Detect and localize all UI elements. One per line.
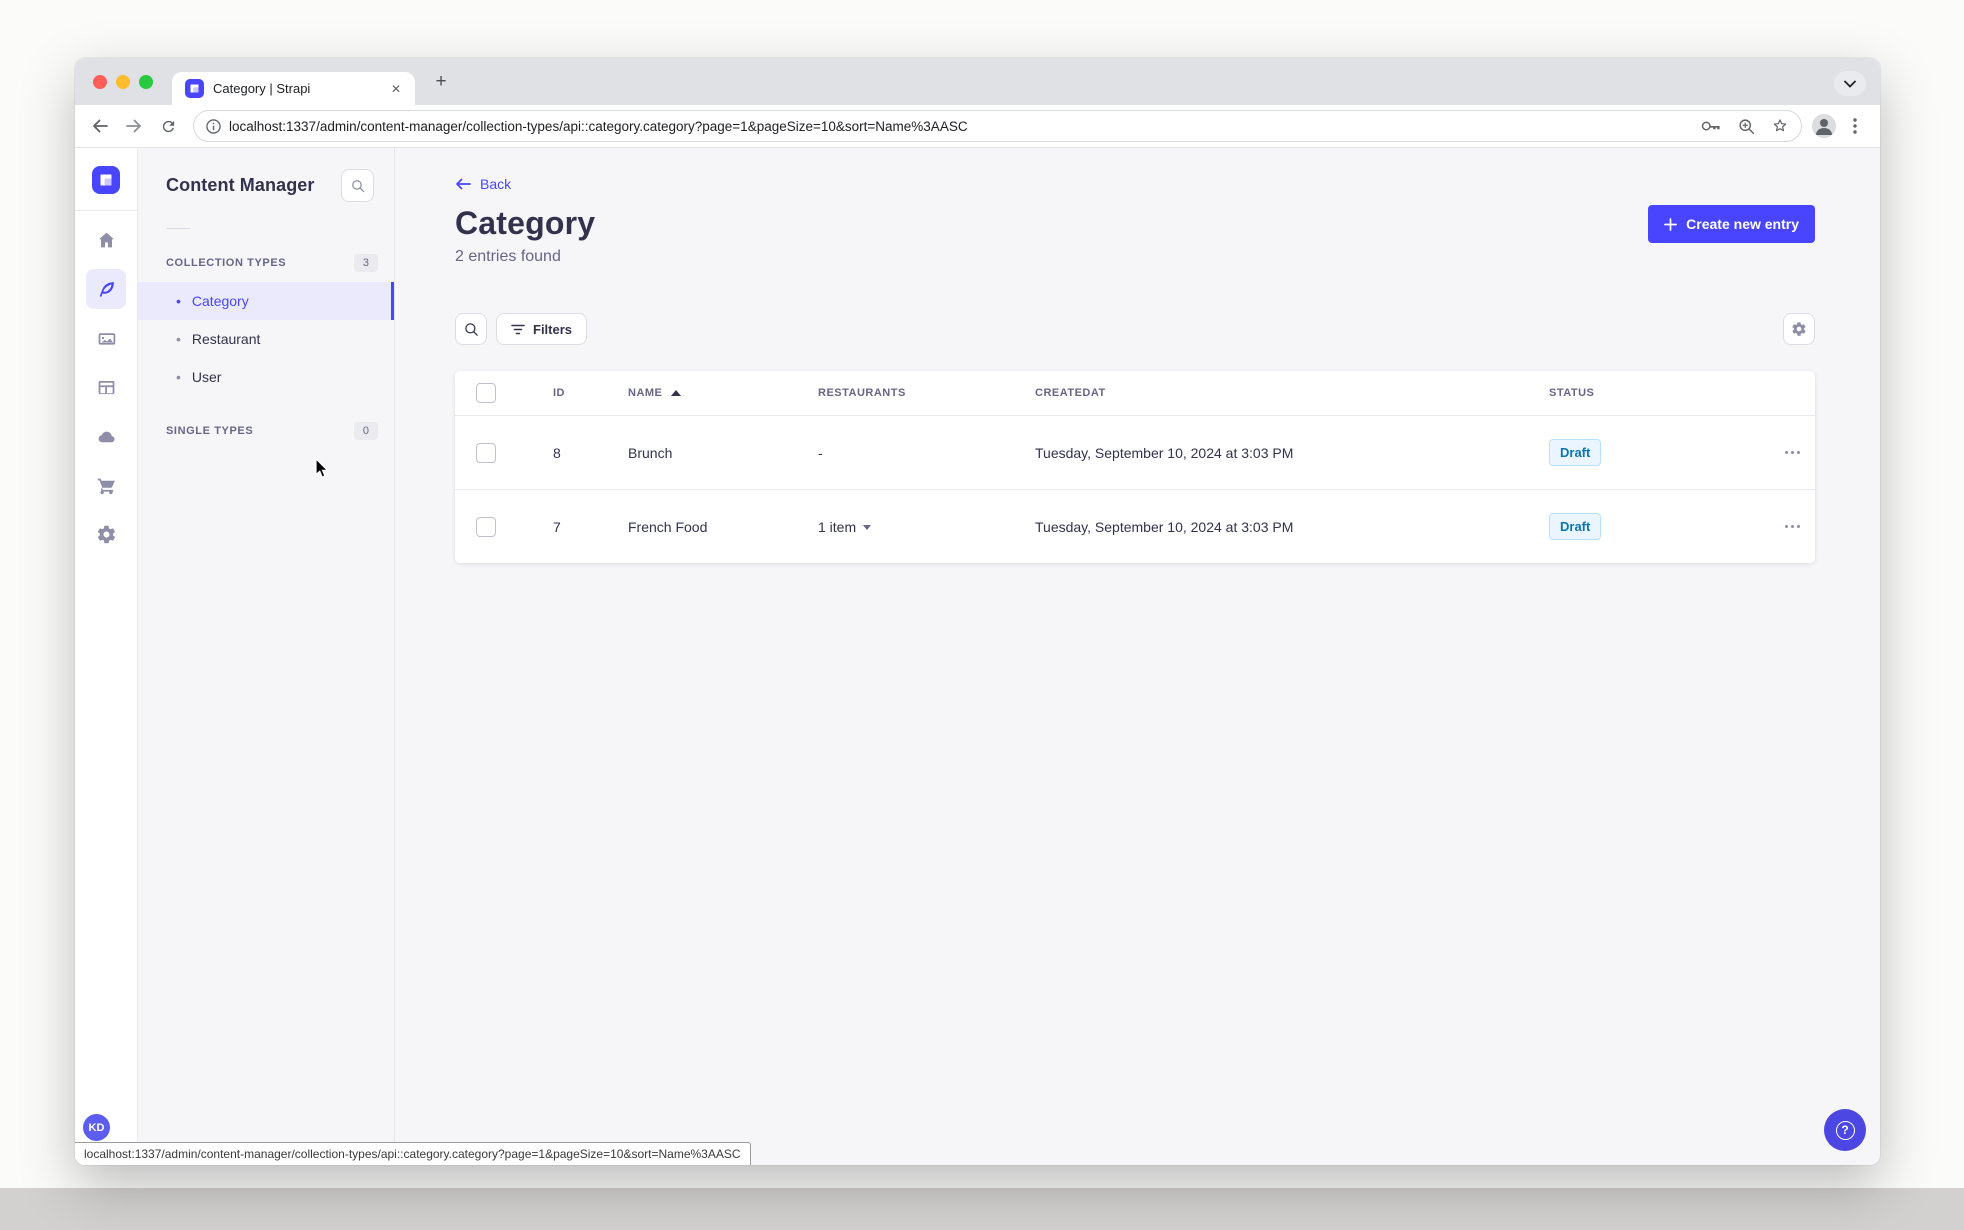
zoom-page-icon[interactable] — [1738, 118, 1755, 135]
cell-id: 7 — [553, 518, 561, 535]
cell-name: French Food — [628, 518, 708, 535]
browser-profile-avatar[interactable] — [1812, 114, 1836, 138]
status-badge: Draft — [1549, 439, 1602, 466]
rail-divider — [75, 210, 137, 211]
table-settings-button[interactable] — [1783, 313, 1815, 345]
collection-types-count-badge: 3 — [353, 254, 378, 272]
bookmark-star-icon[interactable] — [1771, 117, 1789, 135]
row-actions-menu-icon[interactable] — [1785, 451, 1815, 454]
browser-menu-icon[interactable] — [1840, 111, 1870, 141]
home-icon[interactable] — [86, 220, 126, 260]
content-manager-sidebar: Content Manager COLLECTION TYPES 3 • Cat… — [138, 148, 395, 1165]
page-info-icon[interactable] — [206, 118, 221, 134]
browser-window: Category | Strapi ✕ + localhost:1337/adm… — [75, 58, 1880, 1165]
search-icon — [351, 179, 364, 192]
gear-icon — [1792, 322, 1806, 336]
cloud-icon[interactable] — [86, 416, 126, 456]
plus-icon — [1664, 217, 1678, 231]
cart-icon[interactable] — [86, 465, 126, 505]
row-checkbox[interactable] — [476, 442, 496, 463]
nav-rail — [75, 148, 138, 1165]
bullet-icon: • — [176, 331, 181, 347]
reload-icon[interactable] — [153, 111, 183, 141]
table-row[interactable]: 8 Brunch - Tuesday, September 10, 2024 a… — [455, 415, 1815, 489]
cell-createdat: Tuesday, September 10, 2024 at 3:03 PM — [1035, 444, 1294, 461]
filters-button[interactable]: Filters — [496, 313, 588, 345]
help-button[interactable]: ? — [1824, 1109, 1866, 1151]
browser-toolbar: localhost:1337/admin/content-manager/col… — [75, 105, 1880, 148]
zoom-window-button[interactable] — [139, 75, 153, 89]
status-bar-link-preview: localhost:1337/admin/content-manager/col… — [75, 1142, 751, 1165]
minimize-window-button[interactable] — [116, 75, 130, 89]
expand-relation-caret-icon — [863, 525, 872, 530]
sidebar-item-restaurant[interactable]: • Restaurant — [176, 331, 261, 347]
column-header-status[interactable]: STATUS — [1549, 387, 1595, 399]
content-manager-feather-icon[interactable] — [86, 269, 126, 309]
cell-restaurants[interactable]: 1 item — [818, 519, 1035, 535]
cell-id: 8 — [553, 444, 561, 461]
single-types-count-badge: 0 — [353, 422, 378, 440]
strapi-logo[interactable] — [92, 166, 120, 194]
new-tab-button[interactable]: + — [435, 71, 447, 92]
media-library-icon[interactable] — [86, 318, 126, 358]
browser-tabstrip: Category | Strapi ✕ + — [75, 58, 1880, 105]
back-link[interactable]: Back — [455, 176, 1815, 192]
collection-types-label: COLLECTION TYPES — [166, 257, 287, 269]
status-badge: Draft — [1549, 513, 1602, 540]
bullet-icon: • — [176, 293, 181, 309]
cell-restaurants: - — [818, 444, 823, 461]
user-avatar[interactable]: KD — [83, 1114, 110, 1141]
row-actions-menu-icon[interactable] — [1785, 525, 1815, 528]
create-new-entry-button[interactable]: Create new entry — [1648, 205, 1815, 243]
filter-icon — [511, 324, 525, 334]
back-navigation-icon[interactable] — [85, 111, 115, 141]
cell-name: Brunch — [628, 444, 673, 461]
forward-navigation-icon[interactable] — [119, 111, 149, 141]
back-arrow-icon — [456, 178, 471, 190]
collection-types-section-header: COLLECTION TYPES 3 — [138, 254, 394, 272]
passwords-key-icon[interactable] — [1701, 120, 1722, 132]
table-header-row: ID NAME RESTAURANTS CREATEDAT STATUS — [455, 371, 1815, 415]
desktop-background-strip — [0, 1188, 1964, 1230]
tab-search-chevron-icon[interactable] — [1834, 71, 1866, 96]
table-row[interactable]: 7 French Food 1 item Tuesday, September … — [455, 489, 1815, 563]
browser-tab-active[interactable]: Category | Strapi ✕ — [172, 72, 415, 105]
main-content: Back Category 2 entries found Create new… — [395, 148, 1880, 1165]
tab-title: Category | Strapi — [213, 81, 311, 96]
settings-gear-icon[interactable] — [86, 514, 126, 554]
sort-ascending-icon — [671, 390, 682, 396]
single-types-label: SINGLE TYPES — [166, 425, 254, 437]
bullet-icon: • — [176, 369, 181, 385]
tab-close-icon[interactable]: ✕ — [390, 81, 402, 96]
single-types-section-header: SINGLE TYPES 0 — [138, 422, 394, 440]
column-header-restaurants[interactable]: RESTAURANTS — [818, 387, 906, 399]
page-title: Category — [455, 205, 596, 241]
strapi-admin-app: Content Manager COLLECTION TYPES 3 • Cat… — [75, 148, 1880, 1165]
column-header-id[interactable]: ID — [553, 387, 565, 399]
url-text[interactable]: localhost:1337/admin/content-manager/col… — [229, 118, 968, 134]
sidebar-item-category[interactable]: • Category — [138, 282, 394, 320]
strapi-favicon-icon — [185, 79, 204, 98]
column-header-name[interactable]: NAME — [628, 387, 818, 399]
entries-table: ID NAME RESTAURANTS CREATEDAT STATUS 8 B… — [455, 371, 1815, 563]
sidebar-title: Content Manager — [166, 175, 315, 195]
macos-traffic-lights — [93, 75, 153, 89]
layout-icon[interactable] — [86, 367, 126, 407]
sidebar-item-user[interactable]: • User — [176, 369, 222, 385]
address-bar[interactable]: localhost:1337/admin/content-manager/col… — [193, 110, 1802, 142]
sidebar-search-button[interactable] — [341, 169, 374, 202]
close-window-button[interactable] — [93, 75, 107, 89]
entries-count: 2 entries found — [455, 248, 561, 265]
question-mark-icon: ? — [1835, 1120, 1855, 1140]
table-search-button[interactable] — [455, 313, 487, 345]
search-icon — [464, 322, 478, 336]
sidebar-divider — [166, 228, 190, 229]
cell-createdat: Tuesday, September 10, 2024 at 3:03 PM — [1035, 518, 1294, 535]
select-all-checkbox[interactable] — [476, 383, 496, 403]
row-checkbox[interactable] — [476, 516, 496, 537]
column-header-createdat[interactable]: CREATEDAT — [1035, 387, 1106, 399]
